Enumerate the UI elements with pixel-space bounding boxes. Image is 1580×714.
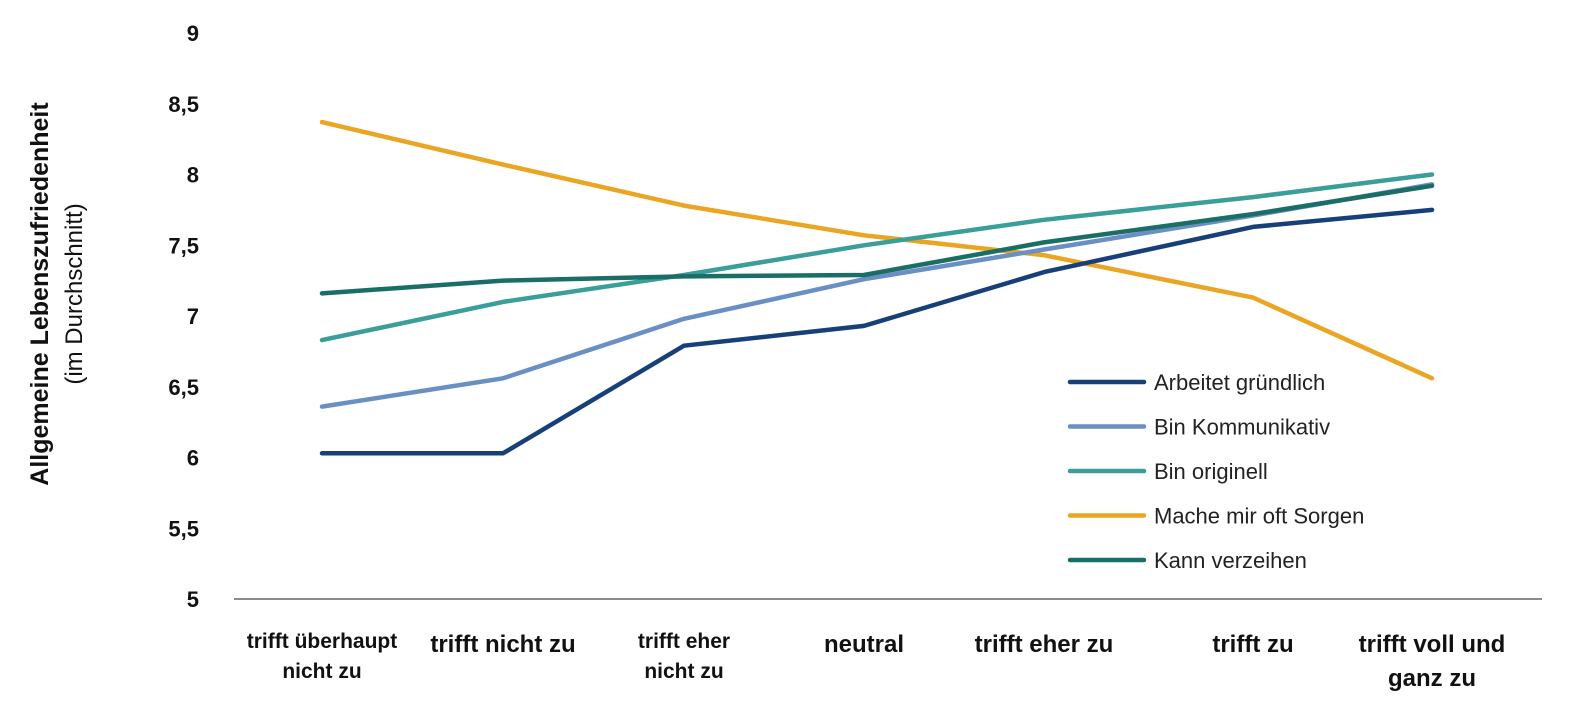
y-axis-sublabel: (im Durchschnitt) bbox=[61, 203, 88, 384]
legend-label: Mache mir oft Sorgen bbox=[1154, 504, 1364, 529]
x-tick-label: trifft voll und ganz zu bbox=[1359, 631, 1506, 692]
x-tick-label: trifft eher nicht zu bbox=[638, 630, 730, 683]
x-tick-label: trifft überhaupt nicht zu bbox=[247, 630, 397, 683]
y-tick-label: 6,5 bbox=[168, 375, 199, 400]
y-axis-title: Allgemeine Lebenszufriedenheit bbox=[26, 102, 54, 486]
legend-label: Bin Kommunikativ bbox=[1154, 415, 1330, 440]
x-tick-label: neutral bbox=[824, 631, 904, 658]
y-tick-label: 9 bbox=[187, 21, 199, 46]
y-axis-subtitle: (im Durchschnitt) bbox=[61, 203, 88, 384]
legend-label: Bin originell bbox=[1154, 459, 1268, 484]
y-tick-label: 7,5 bbox=[168, 233, 199, 258]
y-tick-label: 7 bbox=[187, 304, 199, 329]
series-line-mache-mir-oft-sorgen bbox=[319, 119, 1435, 381]
series-line-bin-originell bbox=[319, 172, 1435, 343]
series-line-arbeitet-gründlich bbox=[319, 207, 1435, 456]
series-lines bbox=[319, 119, 1435, 456]
x-axis-ticks: trifft überhaupt nicht zu trifft nicht zu t… bbox=[247, 630, 1506, 692]
y-axis-ticks: 5 5,5 6 6,5 7 7,5 8 8,5 9 bbox=[168, 21, 199, 612]
y-tick-label: 8 bbox=[187, 163, 199, 188]
series-line-kann-verzeihen bbox=[319, 183, 1435, 296]
legend-label: Arbeitet gründlich bbox=[1154, 370, 1325, 395]
y-axis-label: Allgemeine Lebenszufriedenheit bbox=[26, 102, 54, 486]
y-tick-label: 5,5 bbox=[168, 516, 199, 541]
y-tick-label: 6 bbox=[187, 446, 199, 471]
y-tick-label: 8,5 bbox=[168, 92, 199, 117]
x-tick-label: trifft nicht zu bbox=[430, 631, 575, 658]
legend-label: Kann verzeihen bbox=[1154, 548, 1307, 573]
x-tick-label: trifft eher zu bbox=[975, 631, 1114, 658]
x-tick-label: trifft zu bbox=[1212, 631, 1293, 658]
legend: Arbeitet gründlich Bin Kommunikativ Bin or… bbox=[1067, 370, 1364, 573]
y-tick-label: 5 bbox=[187, 587, 199, 612]
